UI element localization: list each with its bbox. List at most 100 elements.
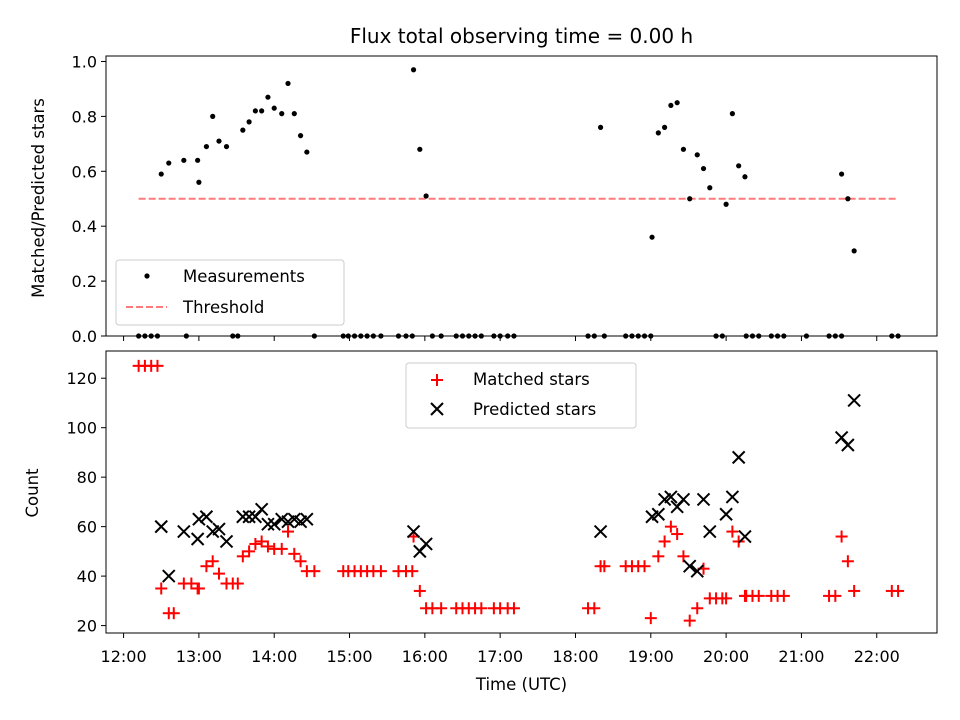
matched-star-point [155, 582, 168, 595]
predicted-star-point [593, 524, 608, 539]
legend-measurements-marker [144, 273, 150, 279]
predicted-star-point [719, 507, 733, 521]
top-ylabel: Matched/Predicted stars [29, 98, 48, 298]
predicted-star-point [154, 519, 168, 534]
y-tick-label: 120 [66, 369, 97, 388]
x-tick-label: 17:00 [477, 647, 523, 666]
measurement-point [668, 102, 674, 109]
measurement-point [223, 143, 230, 150]
measurement-point [417, 146, 423, 152]
matched-star-point [677, 550, 690, 563]
matched-star-point [726, 525, 739, 538]
legend-matched-marker [431, 374, 443, 386]
bottom-yticks: 20 40 60 80 100 120 [66, 369, 106, 636]
measurement-point [845, 196, 851, 202]
bottom-legend-box [405, 362, 637, 429]
predicted-star-point [731, 450, 746, 465]
measurement-point [203, 143, 210, 150]
matched-star-point [752, 589, 765, 602]
predicted-star-point [847, 393, 861, 408]
matched-star-point [275, 542, 288, 555]
bottom-ylabel: Count [23, 468, 42, 518]
x-tick-label: 19:00 [628, 647, 674, 666]
matched-star-point [658, 535, 671, 548]
matched-star-point [243, 545, 256, 558]
matched-star-point [598, 560, 611, 573]
measurement-point [662, 124, 668, 130]
predicted-star-point [738, 529, 752, 544]
measurement-point [700, 165, 707, 172]
measurement-point [166, 160, 172, 166]
measurement-point [259, 108, 265, 114]
matched-star-point [212, 567, 225, 580]
measurement-point [265, 94, 271, 100]
predicted-star-point [664, 490, 678, 504]
measurement-point [707, 185, 713, 191]
matched-star-point [151, 359, 164, 372]
matched-star-point [691, 602, 704, 615]
predicted-star-point [219, 534, 234, 549]
matched-star-point [185, 577, 198, 590]
matched-star-point [282, 525, 295, 538]
measurement-point [680, 146, 687, 152]
matched-star-point [671, 528, 684, 541]
predicted-star-point [300, 512, 314, 526]
bottom-xticks: 12:00 13:00 14:00 15:00 16:00 17:00 18:00 19:00… [101, 633, 900, 666]
chart-title: Flux total observing time = 0.00 h [350, 24, 693, 48]
y-tick-label: 0.8 [72, 107, 97, 126]
matched-star-point [413, 584, 426, 597]
predicted-star-point [651, 507, 666, 521]
predicted-star-point [690, 564, 704, 578]
predicted-star-point [192, 512, 206, 526]
predicted-star-point [261, 517, 275, 531]
predicted-star-point [190, 532, 205, 546]
bottom-panel: Count Time (UTC) 20 40 60 80 100 120 12:00 13:… [23, 350, 938, 694]
matched-star-point [261, 540, 274, 553]
predicted-star-point [696, 492, 711, 507]
matched-star-point [588, 602, 601, 615]
measurement-point [729, 111, 735, 117]
matched-star-point [294, 555, 307, 568]
x-tick-label: 21:00 [778, 647, 824, 666]
predicted-star-point [254, 502, 269, 517]
measurement-point [291, 111, 297, 117]
measurement-point [181, 157, 187, 163]
top-panel: Matched/Predicted stars 0.0 0.2 0.4 0.6 0.8 1… [29, 52, 938, 346]
measurement-point [723, 201, 729, 207]
measurement-point [246, 119, 252, 125]
matched-star-point [475, 602, 488, 615]
matched-star-point [829, 589, 842, 602]
measurement-point [279, 111, 285, 117]
predicted-star-point [267, 517, 281, 531]
legend-measurements-label: Measurements [183, 267, 305, 286]
y-tick-label: 80 [77, 468, 97, 487]
top-yticks: 0.0 0.2 0.4 0.6 0.8 1.0 [72, 52, 106, 346]
measurement-point [297, 133, 304, 139]
predicted-star-point [162, 569, 176, 583]
y-tick-label: 0.6 [72, 162, 97, 181]
measurement-point [655, 130, 661, 136]
top-frame [105, 55, 938, 337]
matched-star-point [892, 584, 905, 597]
matched-star-point [683, 614, 696, 627]
matched-star-point [255, 535, 268, 548]
matched-star-point [374, 565, 387, 578]
measurement-point [742, 174, 748, 180]
matched-star-point [249, 537, 262, 550]
measurement-point [410, 67, 417, 73]
top-legend: Measurements Threshold [115, 259, 345, 326]
measurement-point [158, 171, 164, 177]
measurement-point [851, 248, 857, 254]
legend-predicted-marker [430, 402, 444, 416]
measurement-point [694, 152, 700, 158]
predicted-star-point [242, 510, 256, 524]
matched-star-point [507, 602, 520, 615]
matched-star-point [435, 602, 448, 615]
legend-predicted-label: Predicted stars [473, 400, 596, 419]
matched-star-point [644, 612, 657, 625]
matched-star-point [308, 565, 321, 578]
x-tick-label: 18:00 [552, 647, 598, 666]
matched-star-point [167, 607, 180, 620]
matched-star-point [200, 560, 213, 573]
